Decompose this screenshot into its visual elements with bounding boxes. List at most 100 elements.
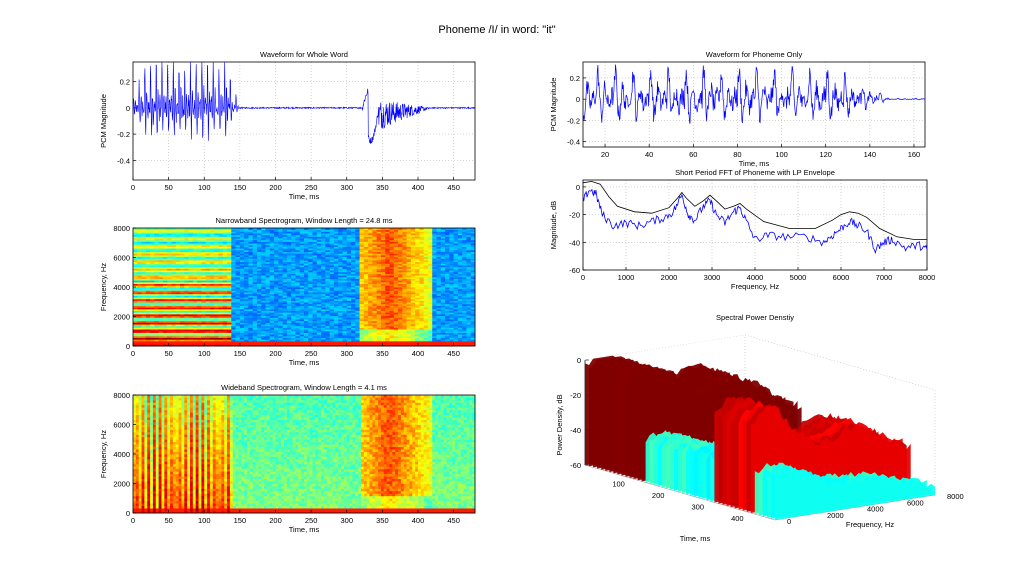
spectrogram-cell bbox=[218, 229, 224, 232]
spectrogram-cell bbox=[355, 297, 360, 300]
spectrogram-cell bbox=[201, 320, 207, 323]
spectrogram-cell bbox=[133, 258, 138, 261]
spectrogram-cell bbox=[368, 312, 373, 315]
spectrogram-cell bbox=[312, 293, 318, 296]
spectrogram-cell bbox=[393, 308, 399, 311]
spectrogram-cell bbox=[393, 239, 399, 242]
spectrogram-cell bbox=[363, 327, 369, 330]
spectrogram-cell bbox=[351, 308, 356, 311]
spectrogram-cell bbox=[205, 243, 211, 246]
spectrogram-cell bbox=[235, 327, 241, 330]
spectrogram-cell bbox=[205, 312, 211, 315]
spectrogram-cell bbox=[137, 268, 142, 271]
spectrogram-cell bbox=[197, 337, 202, 340]
spectrogram-cell bbox=[235, 270, 241, 273]
spectrogram-cell bbox=[355, 241, 360, 244]
spectrogram-cell bbox=[393, 261, 399, 264]
spectrogram-cell bbox=[299, 342, 305, 345]
spectrogram-cell bbox=[419, 322, 425, 325]
spectrogram-cell bbox=[372, 276, 378, 279]
spectrogram-cell bbox=[359, 278, 365, 281]
spectrogram-cell bbox=[265, 256, 271, 259]
spectrogram-cell bbox=[359, 337, 365, 340]
spectrogram-cell bbox=[312, 307, 318, 310]
spectrogram-cell bbox=[325, 233, 331, 236]
spectrogram-cell bbox=[372, 317, 378, 320]
spectrogram-cell bbox=[133, 292, 138, 295]
spectrogram-cell bbox=[201, 281, 207, 285]
spectrogram-cell bbox=[188, 337, 194, 340]
spectrogram-cell bbox=[235, 322, 241, 325]
spectrogram-cell bbox=[410, 265, 416, 268]
spectrogram-cell bbox=[393, 340, 399, 344]
spectrogram-cell bbox=[402, 292, 408, 295]
spectrogram-cell bbox=[380, 334, 386, 337]
spectrogram-cell bbox=[419, 340, 425, 344]
spectrogram-cell bbox=[227, 228, 232, 231]
spectrogram-cell bbox=[184, 325, 189, 328]
spectrogram-cell bbox=[256, 342, 262, 345]
spectrogram-cell bbox=[316, 308, 322, 311]
spectrogram-cell bbox=[274, 283, 279, 286]
spectrogram-cell bbox=[346, 319, 352, 322]
spectrogram-cell bbox=[308, 248, 313, 251]
spectrogram-cell bbox=[162, 325, 168, 328]
spectrogram-cell bbox=[145, 228, 151, 231]
spectrogram-cell bbox=[239, 298, 245, 301]
spectrogram-cell bbox=[154, 287, 160, 290]
spectrogram-cell bbox=[141, 278, 147, 281]
spectrogram-cell bbox=[150, 285, 155, 288]
spectrogram-cell bbox=[205, 280, 211, 283]
spectrogram-cell bbox=[355, 334, 360, 337]
spectrogram-cell bbox=[333, 325, 339, 328]
spectrogram-cell bbox=[308, 340, 313, 344]
spectrogram-cell bbox=[312, 268, 318, 271]
spectrogram-cell bbox=[274, 243, 279, 246]
spectrogram-cell bbox=[351, 340, 356, 344]
spectrogram-cell bbox=[398, 298, 403, 301]
spectrogram-cell bbox=[222, 332, 228, 335]
spectrogram-cell bbox=[351, 243, 356, 246]
spectrogram-cell bbox=[222, 261, 228, 264]
spectrogram-cell bbox=[150, 251, 155, 254]
spectrogram-cell bbox=[235, 297, 241, 300]
spectrogram-cell bbox=[239, 288, 245, 291]
spectrogram-cell bbox=[137, 281, 142, 285]
spectrogram-cell bbox=[286, 265, 292, 268]
spectrogram-cell bbox=[133, 332, 138, 335]
spectrogram-cell bbox=[201, 295, 207, 298]
spectrogram-cell bbox=[333, 315, 339, 318]
spectrogram-cell bbox=[256, 307, 262, 310]
spectrogram-cell bbox=[286, 335, 292, 338]
spectrogram-cell bbox=[376, 332, 382, 335]
spectrogram-cell bbox=[325, 302, 331, 305]
spectrogram-cell bbox=[214, 303, 219, 306]
spectrogram-cell bbox=[376, 312, 382, 315]
spectrogram-cell bbox=[325, 292, 331, 295]
spectrogram-cell bbox=[180, 308, 185, 311]
spectrogram-cell bbox=[218, 271, 224, 274]
spectrogram-cell bbox=[205, 303, 211, 306]
spectrogram-cell bbox=[385, 337, 390, 340]
spectrogram-cell bbox=[171, 320, 177, 323]
spectrogram-cell bbox=[175, 253, 181, 256]
spectrogram-cell bbox=[312, 313, 318, 317]
spectrogram-cell bbox=[368, 315, 373, 318]
spectrogram-cell bbox=[295, 335, 301, 338]
spectrogram-cell bbox=[145, 320, 151, 323]
spectrogram-cell bbox=[162, 287, 168, 290]
spectrogram-cell bbox=[141, 273, 147, 276]
spectrogram-cell bbox=[201, 327, 207, 330]
spectrogram-cell bbox=[415, 270, 420, 273]
spectrogram-cell bbox=[231, 322, 236, 325]
spectrogram-cell bbox=[175, 287, 181, 290]
spectrogram-cell bbox=[329, 308, 335, 311]
spectrogram-cell bbox=[380, 293, 386, 296]
spectrogram-cell bbox=[286, 313, 292, 317]
spectrogram-cell bbox=[256, 251, 262, 254]
spectrogram-cell bbox=[265, 285, 271, 288]
spectrogram-cell bbox=[393, 319, 399, 322]
spectrogram-cell bbox=[380, 307, 386, 310]
spectrogram-cell bbox=[278, 293, 284, 296]
spectrogram-cell bbox=[188, 315, 194, 318]
